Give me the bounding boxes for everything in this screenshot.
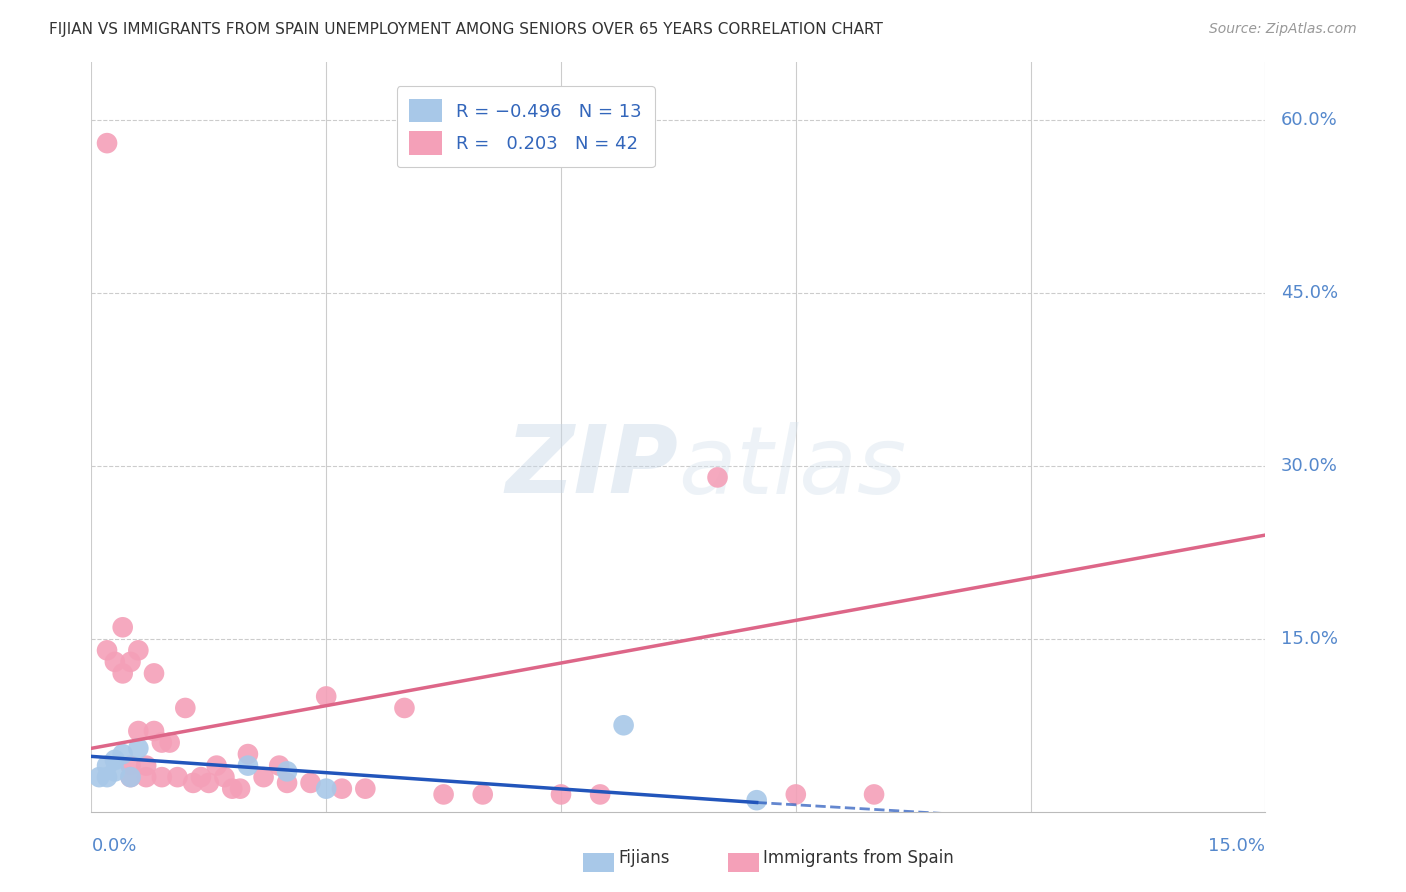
Point [269,758,291,772]
Point [221,781,243,796]
Point [111,620,134,634]
Text: 0.0%: 0.0% [91,837,136,855]
Point [745,793,768,807]
Text: FIJIAN VS IMMIGRANTS FROM SPAIN UNEMPLOYMENT AMONG SENIORS OVER 65 YEARS CORRELA: FIJIAN VS IMMIGRANTS FROM SPAIN UNEMPLOY… [49,22,883,37]
Point [120,770,142,784]
Point [236,758,259,772]
Legend: R = −0.496   N = 13, R =   0.203   N = 42: R = −0.496 N = 13, R = 0.203 N = 42 [396,87,655,167]
Point [96,136,118,150]
Point [120,758,142,772]
Point [181,776,204,790]
Point [785,788,807,802]
Point [127,643,149,657]
Point [120,770,142,784]
Point [214,770,236,784]
Point [394,701,416,715]
Point [143,666,166,681]
Text: 45.0%: 45.0% [1281,284,1339,302]
Point [315,690,337,704]
Point [135,758,157,772]
Point [299,776,322,790]
Point [432,788,454,802]
Point [89,770,111,784]
Point [863,788,886,802]
Point [252,770,274,784]
Text: 15.0%: 15.0% [1208,837,1265,855]
Text: atlas: atlas [678,422,907,513]
Text: ZIP: ZIP [506,421,678,513]
Point [96,643,118,657]
Point [174,701,197,715]
Point [236,747,259,761]
Point [276,776,298,790]
Point [120,655,142,669]
Point [330,781,353,796]
Point [550,788,572,802]
Text: Fijians: Fijians [619,849,671,867]
Text: 30.0%: 30.0% [1281,457,1339,475]
Point [150,735,173,749]
Point [706,470,728,484]
Point [589,788,612,802]
Point [127,724,149,739]
Point [135,770,157,784]
Point [104,764,127,779]
Point [229,781,252,796]
Point [143,724,166,739]
Point [354,781,377,796]
Point [166,770,188,784]
Point [111,666,134,681]
Text: Immigrants from Spain: Immigrants from Spain [763,849,955,867]
Point [159,735,181,749]
Point [613,718,636,732]
Point [127,741,149,756]
Point [104,753,127,767]
Point [276,764,298,779]
Point [104,655,127,669]
Point [111,747,134,761]
Point [205,758,228,772]
Point [197,776,219,790]
Point [471,788,494,802]
Text: 15.0%: 15.0% [1281,630,1339,648]
Point [315,781,337,796]
Point [96,758,118,772]
Point [96,770,118,784]
Point [150,770,173,784]
Text: 60.0%: 60.0% [1281,112,1337,129]
Point [190,770,212,784]
Text: Source: ZipAtlas.com: Source: ZipAtlas.com [1209,22,1357,37]
